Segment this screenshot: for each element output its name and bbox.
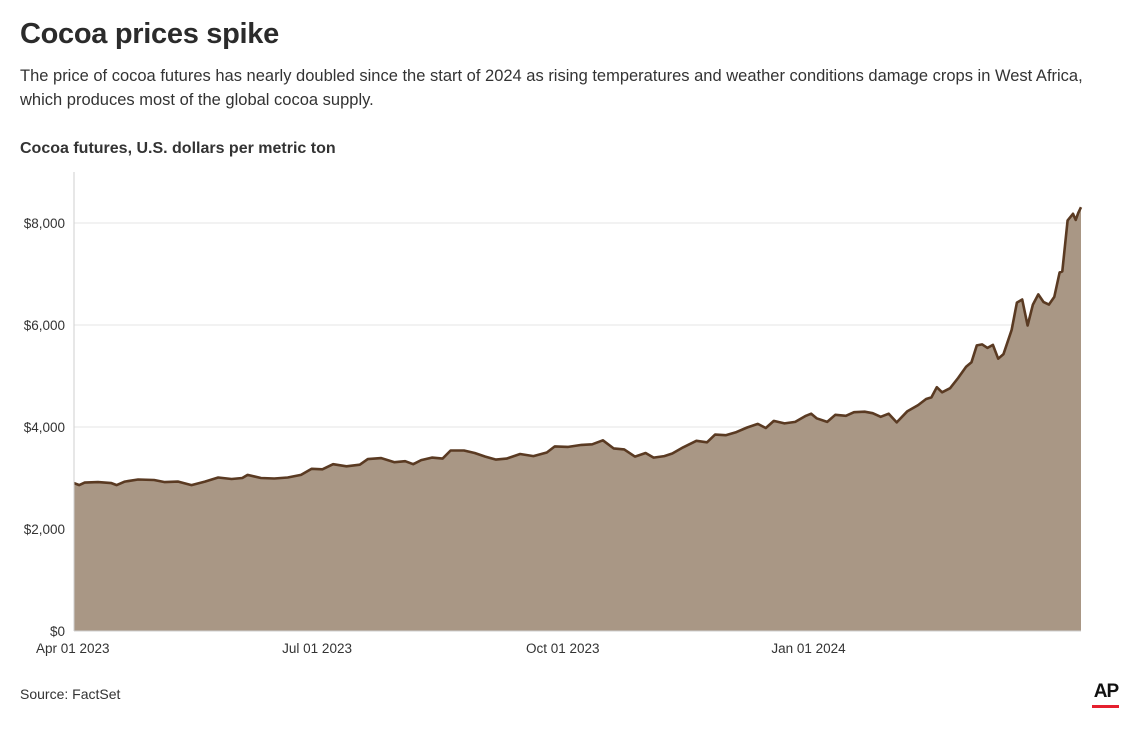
axis-unit-label: Cocoa futures, U.S. dollars per metric t… <box>20 140 336 157</box>
ap-logo: AP <box>1093 681 1119 702</box>
y-tick-label: $8,000 <box>24 216 65 231</box>
axes: $0 $2,000 $4,000 $6,000 $8,000 Apr 01 2023 Jul… <box>24 172 1081 656</box>
chart-subtitle: The price of cocoa futures has nearly do… <box>20 67 1083 109</box>
price-line <box>73 206 1083 487</box>
source-note: Source: FactSet <box>20 686 121 702</box>
x-tick-label: Apr 01 2023 <box>36 641 110 656</box>
y-tick-label: $6,000 <box>24 318 65 333</box>
x-tick-label: Oct 01 2023 <box>526 641 600 656</box>
chart-title: Cocoa prices spike <box>20 18 279 50</box>
y-tick-label: $0 <box>50 624 65 639</box>
area-fill <box>74 207 1081 631</box>
ap-logo-underline <box>1092 705 1119 708</box>
x-tick-label: Jan 01 2024 <box>771 641 846 656</box>
x-tick-label: Jul 01 2023 <box>282 641 352 656</box>
y-tick-label: $2,000 <box>24 522 65 537</box>
y-tick-label: $4,000 <box>24 420 65 435</box>
plot-area <box>73 206 1083 631</box>
